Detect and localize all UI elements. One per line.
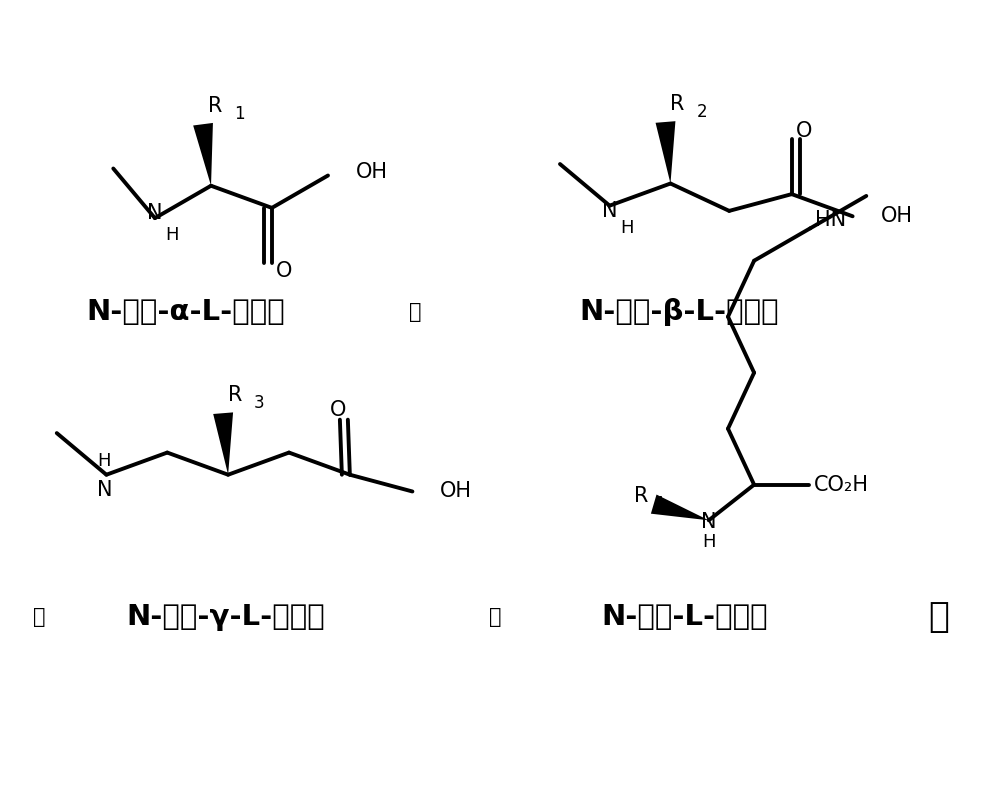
Text: R: R bbox=[208, 96, 222, 116]
Text: O: O bbox=[330, 400, 346, 419]
Text: OH: OH bbox=[356, 161, 388, 182]
Text: 或: 或 bbox=[33, 608, 46, 627]
Text: HN: HN bbox=[815, 210, 846, 231]
Text: 或: 或 bbox=[409, 303, 422, 322]
Polygon shape bbox=[213, 412, 233, 475]
Text: N: N bbox=[701, 512, 717, 532]
Text: ；: ； bbox=[928, 600, 949, 634]
Text: 2: 2 bbox=[696, 103, 707, 121]
Polygon shape bbox=[651, 495, 709, 521]
Polygon shape bbox=[656, 121, 675, 183]
Text: N-甲基-β-L-氨基酸: N-甲基-β-L-氨基酸 bbox=[580, 299, 779, 326]
Polygon shape bbox=[193, 123, 213, 186]
Text: CO₂H: CO₂H bbox=[814, 475, 869, 495]
Text: R: R bbox=[634, 486, 649, 506]
Text: N: N bbox=[97, 480, 112, 500]
Text: O: O bbox=[796, 121, 812, 141]
Text: H: H bbox=[620, 219, 633, 236]
Text: 1: 1 bbox=[234, 105, 245, 123]
Text: N: N bbox=[602, 201, 617, 220]
Text: 3: 3 bbox=[254, 394, 265, 412]
Text: R: R bbox=[670, 94, 685, 114]
Text: N: N bbox=[147, 203, 163, 223]
Text: H: H bbox=[165, 226, 179, 244]
Text: N-甲基-γ-L-氨基酸: N-甲基-γ-L-氨基酸 bbox=[127, 604, 325, 631]
Text: 或: 或 bbox=[489, 608, 501, 627]
Text: H: H bbox=[702, 533, 716, 551]
Text: OH: OH bbox=[440, 481, 472, 502]
Text: 4: 4 bbox=[654, 495, 664, 514]
Text: N-甲基-α-L-氨基酸: N-甲基-α-L-氨基酸 bbox=[87, 299, 285, 326]
Text: R: R bbox=[228, 386, 242, 405]
Text: N-甲基-L-赖氨酸: N-甲基-L-赖氨酸 bbox=[601, 604, 768, 631]
Text: O: O bbox=[276, 261, 292, 281]
Text: H: H bbox=[98, 452, 111, 470]
Text: OH: OH bbox=[881, 206, 913, 226]
